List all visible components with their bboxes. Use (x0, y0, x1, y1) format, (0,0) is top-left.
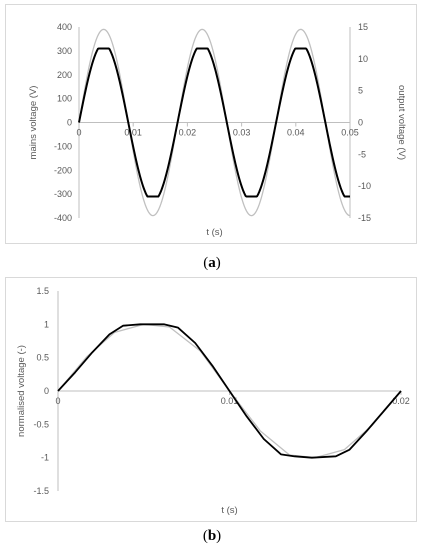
y2-tick-label: -5 (358, 149, 366, 159)
y-tick-label: -200 (54, 165, 72, 175)
y-tick-label: 1 (44, 319, 49, 329)
series-line-2 (78, 47, 351, 198)
y2-tick-label: 15 (358, 22, 368, 32)
caption-a-close: ) (215, 255, 221, 271)
y-tick-label: 0 (67, 118, 72, 128)
y2-tick-label: -15 (358, 213, 371, 223)
y2-tick-label: -10 (358, 181, 371, 191)
y-tick-label: 100 (57, 94, 72, 104)
series-line-2 (57, 323, 402, 459)
y2-axis-title: output voltage (V) (396, 85, 407, 160)
x-tick-label: 0.02 (179, 128, 197, 138)
x-tick-label: 0.01 (124, 128, 142, 138)
chart-a: 4003002001000-100-200-300-400151050-5-10… (28, 22, 407, 238)
chart-a-panel: 400 300 200 100 0 -100 -200 -300 -400 15 10 5 0 -5 -10… (5, 4, 417, 244)
caption-a-letter: a (208, 255, 216, 271)
y-tick-label: 0.5 (36, 353, 49, 363)
y-axis-title: mains voltage (V) (28, 86, 39, 160)
x-tick-label: 0 (55, 396, 60, 406)
x-tick-label: 0 (76, 128, 81, 138)
y-tick-label: 200 (57, 70, 72, 80)
y-tick-label: -1 (41, 453, 49, 463)
x-axis-title: t (s) (221, 505, 237, 516)
y2-tick-label: 0 (358, 118, 363, 128)
y-tick-label: -0.5 (33, 419, 49, 429)
y2-tick-label: 10 (358, 54, 368, 64)
caption-b: (b) (0, 528, 424, 545)
caption-b-close: ) (216, 528, 222, 544)
chart-b-panel: 1.5 1 0.5 0 -0.5 -1 -1.5 0 0.01 0.02 normalised vo… (5, 277, 417, 522)
y-tick-label: -400 (54, 213, 72, 223)
y-tick-label: -1.5 (33, 486, 49, 496)
x-tick-label: 0.04 (287, 128, 305, 138)
x-tick-label: 0.05 (341, 128, 359, 138)
y-axis-title: normalised voltage (-) (16, 345, 27, 437)
x-tick-label: 0.01 (221, 396, 239, 406)
caption-b-letter: b (207, 528, 217, 544)
y-tick-label: 1.5 (36, 286, 49, 296)
y-tick-label: 300 (57, 46, 72, 56)
y-tick-label: -300 (54, 189, 72, 199)
y2-tick-label: 5 (358, 86, 363, 96)
caption-b-open: ( (202, 528, 208, 544)
x-tick-label: 0.03 (233, 128, 251, 138)
chart-b: 1.5 1 0.5 0 -0.5 -1 -1.5 0 0.01 0.02 normalised vo… (16, 286, 410, 516)
caption-a-open: ( (203, 255, 209, 271)
y-tick-label: -100 (54, 141, 72, 151)
x-axis-title: t (s) (206, 227, 222, 238)
x-tick-label: 0.02 (392, 396, 410, 406)
y-tick-label: 400 (57, 22, 72, 32)
caption-a: (a) (0, 255, 424, 272)
y-tick-label: 0 (44, 386, 49, 396)
